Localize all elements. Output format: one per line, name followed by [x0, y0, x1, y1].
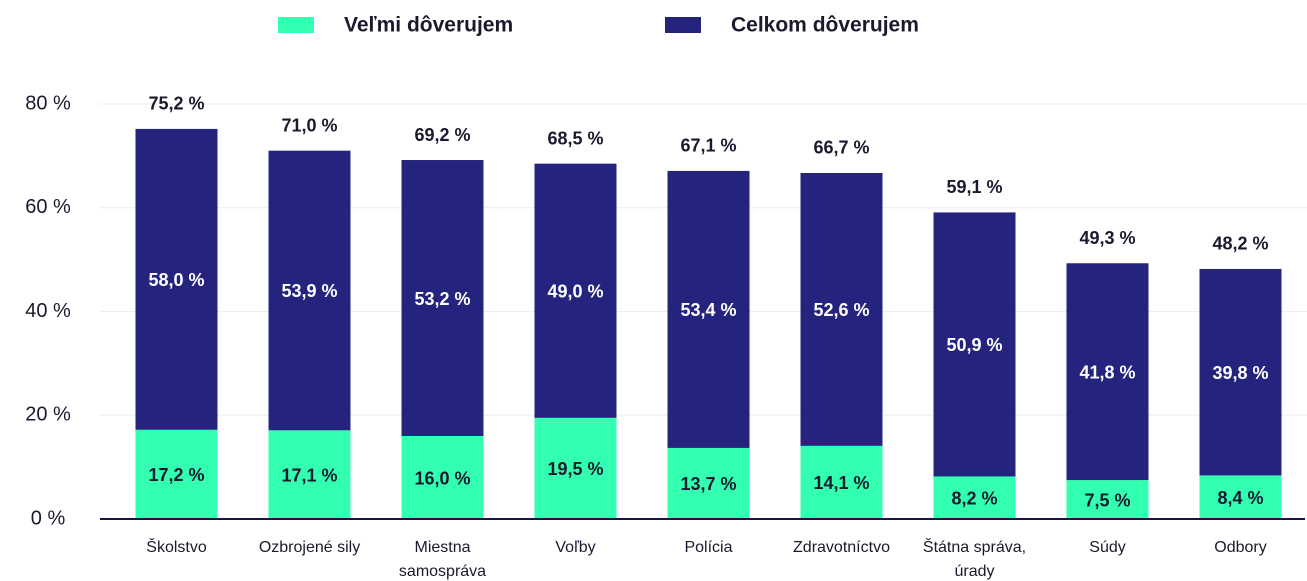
x-tick-label: Odbory — [1214, 539, 1266, 556]
bar-segment — [135, 429, 218, 519]
y-tick-label: 0 % — [31, 507, 66, 529]
value-label: 8,2 % — [951, 488, 997, 508]
bar-segment — [401, 436, 484, 519]
y-tick-label: 60 % — [25, 196, 71, 218]
value-label: 7,5 % — [1084, 490, 1130, 510]
total-label: 49,3 % — [1079, 228, 1135, 248]
bar-segment — [268, 430, 351, 519]
bar-segment — [135, 128, 218, 430]
value-label: 17,1 % — [281, 465, 337, 485]
value-label: 52,6 % — [813, 300, 869, 320]
x-tick-label: Zdravotníctvo — [793, 539, 890, 556]
legend-label: Veľmi dôverujem — [344, 14, 513, 37]
y-tick-label: 20 % — [25, 404, 71, 426]
total-label: 59,1 % — [946, 177, 1002, 197]
total-label: 69,2 % — [414, 125, 470, 145]
value-label: 39,8 % — [1212, 363, 1268, 383]
value-label: 53,4 % — [680, 300, 736, 320]
value-label: 8,4 % — [1217, 488, 1263, 508]
bar-segment — [534, 163, 617, 418]
x-tick-label: Školstvo — [146, 537, 207, 556]
value-label: 17,2 % — [148, 465, 204, 485]
bar-segment — [401, 160, 484, 436]
legend-label: Celkom dôverujem — [731, 14, 919, 37]
bar-segment — [1066, 480, 1149, 519]
value-label: 49,0 % — [547, 282, 603, 302]
value-label: 16,0 % — [414, 468, 470, 488]
bar-segment — [1066, 263, 1149, 481]
legend-swatch — [278, 17, 314, 33]
total-label: 66,7 % — [813, 138, 869, 158]
total-label: 68,5 % — [547, 128, 603, 148]
legend-swatch — [665, 17, 701, 33]
x-tick-label: Štátna správa, úrady — [923, 537, 1026, 580]
bar-segment — [800, 445, 883, 519]
value-label: 53,2 % — [414, 289, 470, 309]
value-label: 41,8 % — [1079, 362, 1135, 382]
bar-segment — [1199, 268, 1282, 476]
value-label: 53,9 % — [281, 281, 337, 301]
bar-segment — [268, 150, 351, 431]
x-tick-label: Voľby — [555, 539, 595, 556]
y-tick-label: 80 % — [25, 92, 71, 114]
total-label: 48,2 % — [1212, 234, 1268, 254]
value-label: 50,9 % — [946, 335, 1002, 355]
bar-segment — [933, 212, 1016, 477]
total-label: 67,1 % — [680, 136, 736, 156]
bar-segment — [667, 170, 750, 448]
bar-segment — [534, 417, 617, 519]
value-label: 14,1 % — [813, 473, 869, 493]
bar-segment — [1199, 475, 1282, 519]
x-tick-label: Miestna samospráva — [399, 539, 486, 580]
value-label: 19,5 % — [547, 459, 603, 479]
bar-segment — [800, 172, 883, 446]
x-tick-label: Polícia — [684, 539, 732, 556]
bar-segment — [667, 447, 750, 519]
x-tick-label: Súdy — [1089, 539, 1125, 556]
value-label: 58,0 % — [148, 270, 204, 290]
bar-segment — [933, 476, 1016, 519]
x-tick-label: Ozbrojené sily — [259, 539, 360, 556]
total-label: 75,2 % — [148, 94, 204, 114]
total-label: 71,0 % — [281, 115, 337, 135]
value-label: 13,7 % — [680, 474, 736, 494]
y-tick-label: 40 % — [25, 300, 71, 322]
